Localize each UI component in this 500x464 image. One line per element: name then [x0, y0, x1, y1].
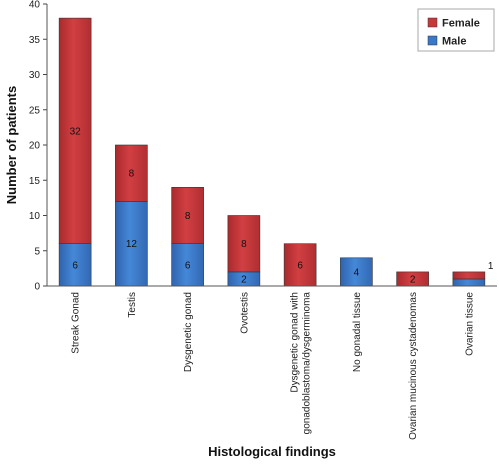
- legend: Female Male: [417, 8, 495, 52]
- legend-label-female: Female: [442, 18, 480, 30]
- bar-segment-male: [452, 278, 486, 287]
- data-label: 8: [241, 239, 247, 250]
- data-label: 6: [185, 260, 191, 271]
- data-label: 32: [70, 126, 82, 137]
- bar-segment-male: [58, 243, 92, 287]
- y-axis-title: Number of patients: [4, 86, 19, 204]
- x-tick-label: No gonadal tissue: [352, 292, 363, 372]
- x-tick-label: Streak Gonad: [71, 292, 82, 354]
- data-label: 8: [129, 169, 135, 180]
- y-tick-label: 35: [29, 35, 41, 46]
- legend-swatch-female: [427, 17, 438, 28]
- y-tick-label: 15: [29, 176, 41, 187]
- y-tick-label: 25: [29, 105, 41, 116]
- y-tick-label: 30: [29, 70, 41, 81]
- x-tick-label: Dysgenetic gonad: [183, 292, 194, 372]
- y-tick-label: 0: [34, 282, 40, 293]
- legend-label-male: Male: [442, 36, 466, 48]
- x-tick-label: gonadoblastoma/dysgerminoma: [302, 292, 313, 435]
- legend-swatch-male: [427, 35, 438, 46]
- data-label: 2: [410, 274, 416, 285]
- bar-segment-female: [227, 215, 261, 273]
- x-tick-label: Testis: [127, 292, 138, 318]
- bar-segment-female: [452, 271, 486, 280]
- data-label: 6: [297, 260, 303, 271]
- bar-segment-male: [340, 257, 373, 287]
- x-tick-label: Ovarian tissue: [464, 292, 475, 356]
- y-tick-label: 5: [34, 246, 40, 257]
- data-label: 8: [185, 211, 191, 222]
- data-label: 12: [126, 239, 138, 250]
- bars: [58, 17, 486, 287]
- y-tick-label: 20: [29, 141, 41, 152]
- bar-segment-female: [58, 17, 92, 245]
- x-tick-label: Dysgenetic gonad with: [290, 292, 301, 393]
- data-labels: 6 32 12 8 6 8 2 8 6 4 2 1: [70, 126, 494, 285]
- y-tick-label: 40: [29, 0, 41, 11]
- data-label: 6: [72, 260, 78, 271]
- bar-segment-female: [283, 243, 317, 287]
- data-label: 1: [488, 261, 494, 272]
- bar-segment-female: [171, 187, 204, 245]
- x-axis-category-labels: Streak Gonad Testis Dysgenetic gonad Ovotes…: [71, 292, 476, 440]
- x-tick-label: Ovotestis: [239, 292, 250, 334]
- axes: [46, 4, 497, 287]
- data-label: 4: [354, 267, 360, 278]
- x-axis-title: Histological findings: [208, 444, 336, 459]
- data-label: 2: [241, 274, 247, 285]
- x-tick-label: Ovarian mucinous cystadenomas: [408, 292, 419, 440]
- y-tick-label: 10: [29, 211, 41, 222]
- bar-segment-female: [115, 144, 148, 202]
- y-axis-ticks: 0 5 10 15 20 25 30 35 40: [29, 0, 47, 293]
